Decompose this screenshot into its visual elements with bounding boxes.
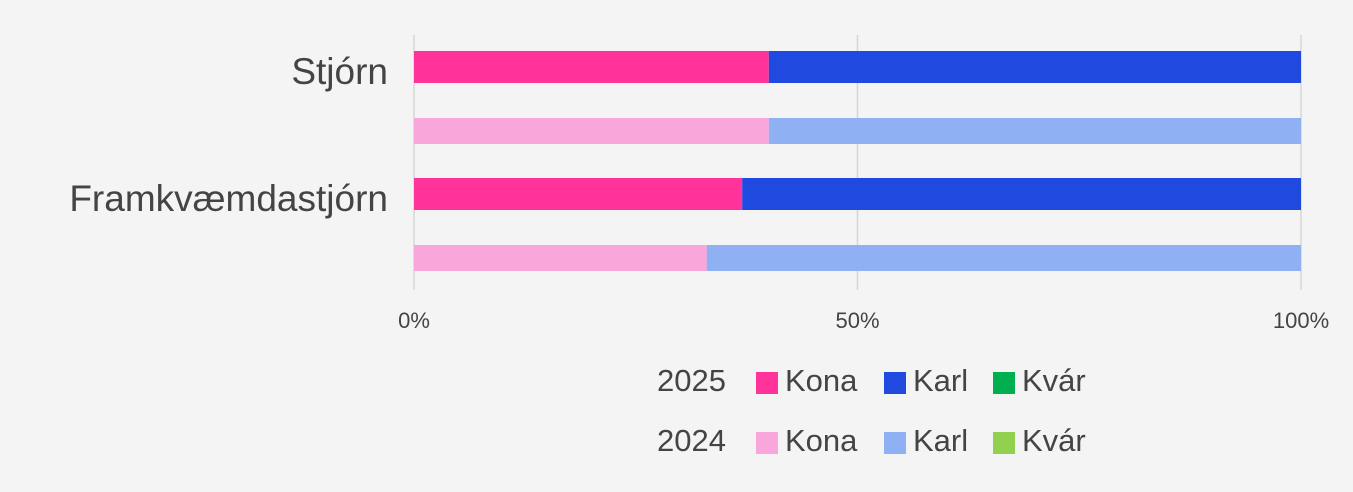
legend-swatch: [756, 372, 778, 394]
legend-label: Karl: [913, 363, 968, 398]
category-label: Framkvæmdastjórn: [69, 178, 388, 219]
bar-segment: [768, 118, 1301, 144]
bar-segment: [706, 245, 1301, 271]
legend-label: Kvár: [1022, 423, 1086, 458]
legend-swatch: [756, 432, 778, 454]
legend-label: Kona: [785, 423, 858, 458]
x-tick-label: 50%: [835, 308, 879, 333]
legend-swatch: [884, 432, 906, 454]
legend-label: Kvár: [1022, 363, 1086, 398]
legend-swatch: [993, 432, 1015, 454]
legend-label: Karl: [913, 423, 968, 458]
bar-segment: [414, 245, 707, 271]
bar-segment: [414, 178, 743, 210]
x-tick-label: 100%: [1273, 308, 1329, 333]
bar-segment: [414, 51, 769, 83]
bar-segment: [414, 118, 769, 144]
legend-swatch: [884, 372, 906, 394]
category-label: Stjórn: [291, 51, 388, 92]
x-tick-label: 0%: [398, 308, 430, 333]
legend-group-label: 2024: [657, 423, 726, 458]
bar-segment: [768, 51, 1301, 83]
bar-segment: [742, 178, 1301, 210]
legend-swatch: [993, 372, 1015, 394]
legend-group-label: 2025: [657, 363, 726, 398]
legend-label: Kona: [785, 363, 858, 398]
